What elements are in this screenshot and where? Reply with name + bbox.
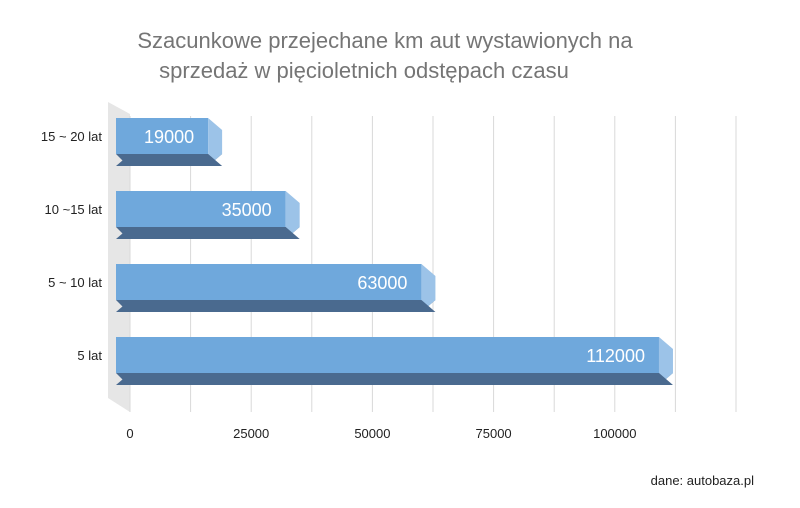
chart-title-line-1: Szacunkowe przejechane km aut wystawiony… <box>137 28 633 53</box>
category-label: 10 ~15 lat <box>45 202 103 217</box>
bar-end-face <box>658 337 673 385</box>
category-label: 5 ~ 10 lat <box>48 275 102 290</box>
bar-shadow-face <box>116 227 300 239</box>
x-tick-label: 50000 <box>354 426 390 441</box>
bar <box>116 191 286 227</box>
category-label: 5 lat <box>77 348 102 363</box>
bar-shadow-face <box>116 373 673 385</box>
bar-shadow-face <box>116 300 436 312</box>
data-label: 63000 <box>357 273 407 293</box>
data-label: 19000 <box>144 127 194 147</box>
source-note: dane: autobaza.pl <box>650 473 754 488</box>
bar-shadow-face <box>116 154 223 166</box>
bar-end-face <box>421 264 436 312</box>
x-tick-label: 75000 <box>476 426 512 441</box>
chart-title: Szacunkowe przejechane km aut wystawiony… <box>0 26 800 86</box>
data-label: 112000 <box>586 346 645 366</box>
x-tick-label: 100000 <box>593 426 636 441</box>
x-tick-label: 0 <box>126 426 133 441</box>
chart-side-wall <box>108 102 130 412</box>
category-label: 15 ~ 20 lat <box>41 129 102 144</box>
bar-end-face <box>285 191 300 239</box>
chart-title-line-2: sprzedaż w pięcioletnich odstępach czasu <box>159 58 569 83</box>
bar-end-face <box>208 118 223 166</box>
x-tick-label: 25000 <box>233 426 269 441</box>
data-label: 35000 <box>222 200 272 220</box>
bar <box>116 264 422 300</box>
bar <box>116 337 659 373</box>
bar <box>116 118 209 154</box>
